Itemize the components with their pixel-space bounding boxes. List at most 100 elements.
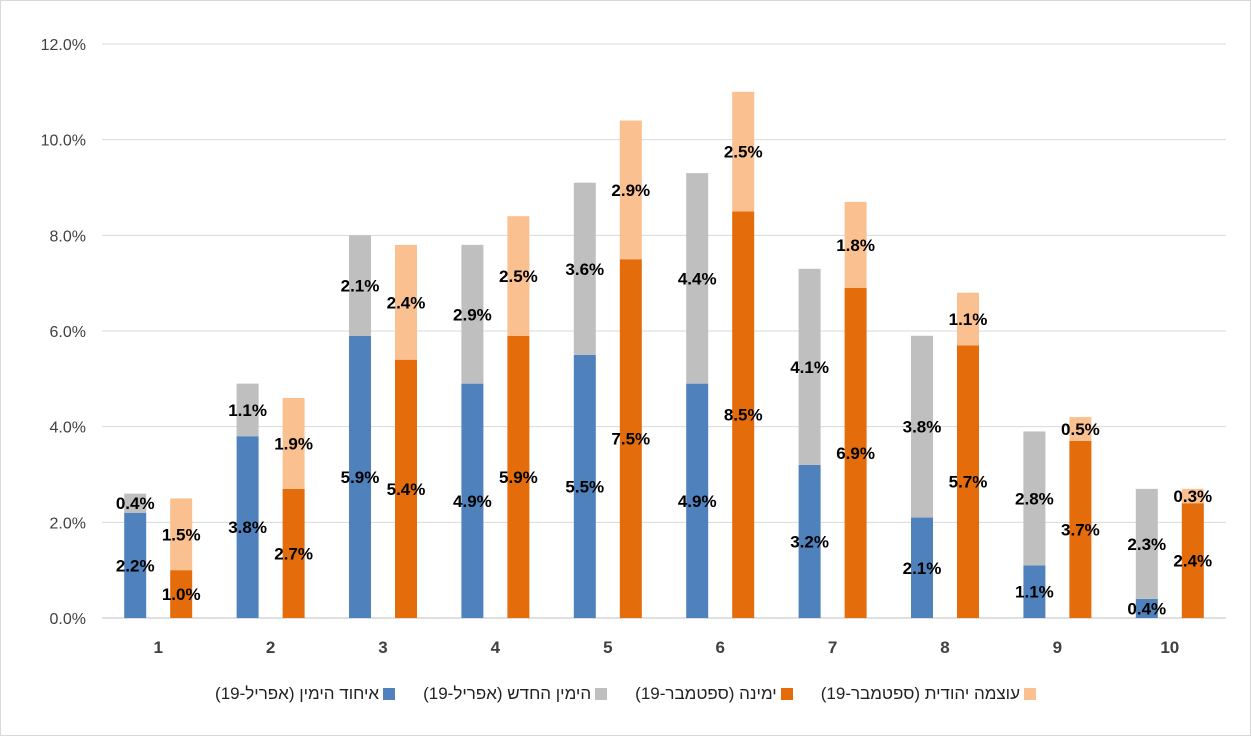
bar-segment	[282, 488, 305, 618]
data-label: 2.1%	[903, 559, 942, 578]
legend-label: ימינה (ספטמבר-19)	[635, 684, 777, 703]
bar-segment	[461, 244, 484, 384]
data-label: 3.8%	[903, 418, 942, 437]
bar-segment	[349, 235, 371, 336]
bar-segment	[732, 211, 755, 618]
bar-segment	[170, 498, 193, 571]
bar-segment	[798, 464, 821, 618]
legend: איחוד הימין (אפריל-19) הימין החדש (אפריל…	[0, 684, 1251, 704]
x-tick-label: 3	[378, 638, 387, 657]
data-label: 4.9%	[678, 492, 717, 511]
data-label: 0.4%	[1127, 599, 1166, 618]
legend-item-unity-right: איחוד הימין (אפריל-19)	[215, 684, 396, 704]
bar-segment	[957, 345, 979, 618]
legend-item-otzma-yehudit: עוצמה יהודית (ספטמבר-19)	[821, 684, 1036, 704]
y-axis-tick-labels: 0.0% 2.0% 4.0% 6.0% 8.0% 10.0% 12.0%	[41, 37, 86, 628]
data-label: 5.5%	[565, 477, 604, 496]
bar-segment	[124, 493, 147, 513]
x-tick-label: 4	[491, 638, 501, 657]
data-label: 1.0%	[162, 585, 201, 604]
bar-segment	[395, 244, 417, 360]
y-tick-label: 6.0%	[50, 324, 86, 341]
data-label: 3.8%	[228, 518, 267, 537]
bar-segment	[1135, 488, 1158, 599]
data-label: 2.4%	[1173, 552, 1212, 571]
bar-segment	[573, 182, 596, 355]
data-label: 2.5%	[724, 143, 763, 162]
y-tick-label: 8.0%	[50, 228, 86, 245]
y-tick-label: 2.0%	[50, 515, 86, 532]
bar-segment	[1135, 598, 1158, 618]
data-label: 8.5%	[724, 406, 763, 425]
bar-segment	[282, 397, 305, 489]
gridlines	[102, 43, 1226, 619]
bar-segment	[619, 259, 642, 618]
bar-segment	[236, 383, 259, 437]
legend-swatch	[595, 688, 608, 700]
data-label: 2.2%	[116, 556, 155, 575]
data-label: 4.9%	[453, 492, 492, 511]
stacked-bar-chart: 0.0% 2.0% 4.0% 6.0% 8.0% 10.0% 12.0% 2.2% 0.4% 1…	[41, 37, 1226, 657]
data-label: 0.3%	[1173, 487, 1212, 506]
bar-segment	[619, 120, 642, 260]
bar-segment	[732, 91, 755, 212]
data-label: 5.9%	[499, 468, 538, 487]
data-label: 2.9%	[453, 305, 492, 324]
data-label: 5.4%	[387, 480, 426, 499]
data-label: 5.9%	[341, 468, 380, 487]
x-tick-label: 9	[1053, 638, 1062, 657]
bar-segment	[686, 173, 709, 384]
x-axis-tick-labels: 1 2 3 4 5 6 7 8 9 10	[153, 638, 1179, 657]
bar-segment	[461, 383, 484, 618]
bar-segment	[1023, 565, 1046, 618]
bar-segment	[911, 517, 933, 618]
bar-segment	[507, 335, 530, 618]
data-label: 1.1%	[228, 401, 267, 420]
legend-item-new-right: הימין החדש (אפריל-19)	[423, 684, 608, 704]
data-label: 2.7%	[274, 544, 313, 563]
data-label: 2.9%	[611, 181, 650, 200]
x-tick-label: 2	[266, 638, 275, 657]
y-tick-label: 4.0%	[50, 420, 86, 437]
data-label: 1.1%	[949, 310, 988, 329]
data-label: 0.5%	[1061, 420, 1100, 439]
data-label: 3.7%	[1061, 521, 1100, 540]
x-tick-label: 5	[603, 638, 612, 657]
x-tick-label: 8	[940, 638, 949, 657]
x-tick-label: 7	[828, 638, 837, 657]
legend-label: איחוד הימין (אפריל-19)	[215, 684, 380, 703]
data-label: 1.9%	[274, 434, 313, 453]
x-tick-label: 6	[715, 638, 724, 657]
x-tick-label: 10	[1160, 638, 1179, 657]
bar-segment	[686, 383, 709, 618]
bar-segment	[844, 201, 867, 288]
bar-segment	[236, 436, 259, 618]
legend-label: הימין החדש (אפריל-19)	[423, 684, 592, 703]
bars	[124, 91, 1204, 618]
data-label: 2.3%	[1127, 535, 1166, 554]
data-label: 4.1%	[790, 358, 829, 377]
data-label: 1.5%	[162, 525, 201, 544]
legend-label: עוצמה יהודית (ספטמבר-19)	[820, 684, 1020, 703]
legend-swatch	[1024, 688, 1036, 700]
data-label: 2.4%	[387, 293, 426, 312]
bar-segment	[957, 292, 979, 346]
data-label: 3.2%	[790, 532, 829, 551]
y-tick-label: 0.0%	[50, 611, 86, 628]
data-label: 4.4%	[678, 269, 717, 288]
bar-segment	[170, 570, 193, 618]
legend-item-yamina: ימינה (ספטמבר-19)	[635, 684, 793, 704]
bar-segment	[1069, 417, 1092, 442]
bar-segment	[1181, 488, 1204, 504]
legend-swatch	[383, 688, 396, 700]
bar-segment	[911, 335, 933, 518]
data-labels: 2.2% 0.4% 1.0% 1.5% 3.8% 1.1% 2.7% 1.9% 5.9% 2.1%…	[116, 143, 1212, 619]
bar-segment	[507, 216, 530, 336]
data-label: 3.6%	[565, 260, 604, 279]
bar-segment	[1181, 503, 1204, 618]
data-label: 0.4%	[116, 494, 155, 513]
y-tick-label: 12.0%	[41, 37, 86, 54]
bar-segment	[844, 287, 867, 618]
data-label: 1.8%	[836, 236, 875, 255]
bar-segment	[1069, 441, 1092, 618]
